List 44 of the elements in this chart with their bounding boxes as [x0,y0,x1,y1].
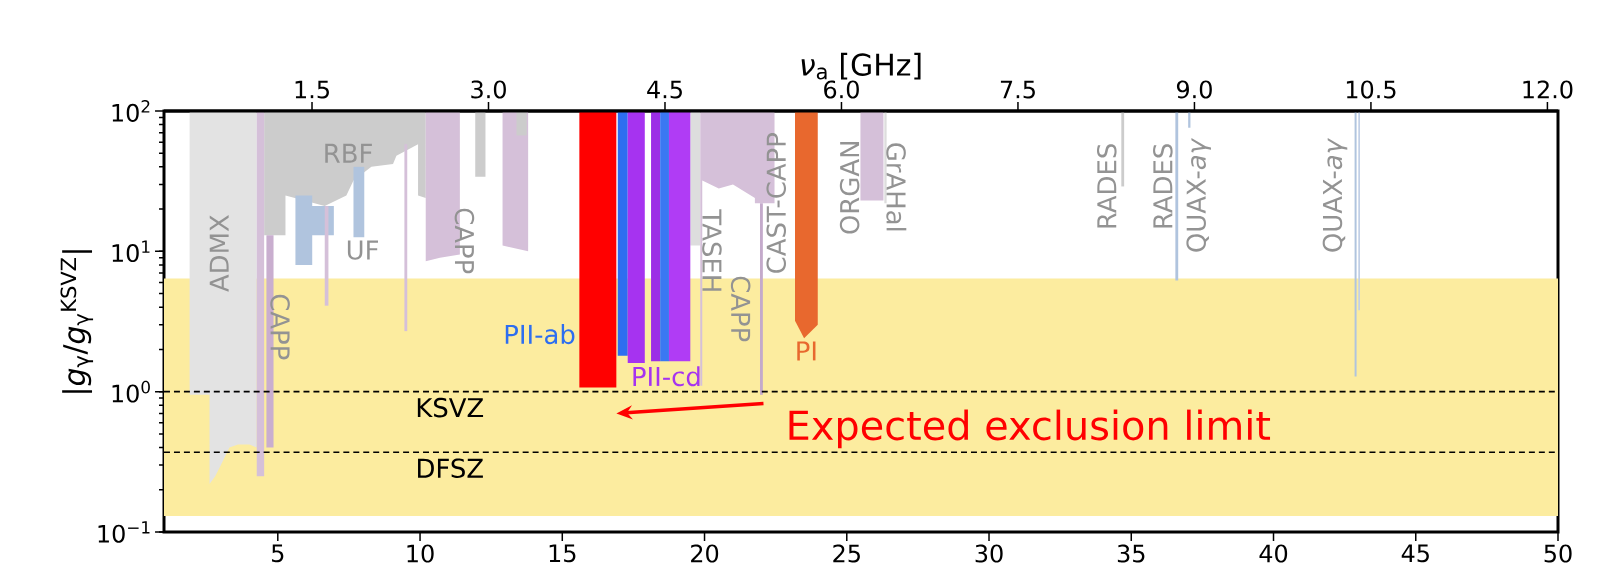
annotation: RADES [1153,144,1173,228]
y-axis-title: |g$_{γ}$/g$_{γ}$$^{KSVZ}$| [60,250,94,393]
x2-axis-title: ν$_{a}$ [GHz] [801,52,921,80]
annotation: TASEH [702,209,722,291]
x2-tick-label: 6.0 [824,80,859,99]
x-tick-label: 5 [272,544,284,563]
annotation: GrAHal [886,143,907,231]
annotation: CAPP [454,208,475,274]
annotation: ORGAN [839,142,860,234]
x-tick-label: 15 [549,544,576,563]
x2-tick-label: 4.5 [647,80,682,99]
annotation: CAPP [270,294,290,360]
x-tick-label: 35 [1117,544,1145,563]
annotation: QUAX-aγ [1186,137,1211,252]
y-tick-label: 10$^{1}$ [112,240,150,263]
ref-line-label: KSVZ [417,397,484,418]
x2-tick-label: 7.5 [1000,80,1035,99]
y-tick-label: 10$^{2}$ [112,100,150,122]
legend-label: PI [797,341,816,361]
legend-label: PII-ab [505,324,575,345]
ref-line-label: DFSZ [418,458,483,479]
annotation: ADMX [209,215,229,292]
annotation: RBF [325,143,372,163]
annotation: CAPP [730,276,751,342]
annotation: Expected exclusion limit [789,409,1271,449]
annotation: CAST-CAPP [766,133,787,273]
x-tick-label: 25 [833,544,860,563]
y-tick-label: 10$^{−1}$ [98,521,150,543]
x2-tick-label: 3.0 [471,80,506,99]
x-tick-label: 45 [1401,544,1429,563]
x2-tick-label: 9.0 [1176,80,1212,99]
legend-label: PII-cd [633,366,700,387]
annotation: UF [347,240,378,260]
annotation: QUAX-aγ [1322,137,1348,252]
x-tick-label: 30 [975,544,1003,563]
x2-tick-label: 12.0 [1523,80,1573,99]
y-tick-label: 10$^{0}$ [112,380,150,403]
x-tick-label: 10 [407,544,434,563]
x2-tick-label: 1.5 [295,80,329,99]
x-tick-label: 20 [691,544,719,563]
x-tick-label: 50 [1544,544,1572,563]
x-tick-label: 40 [1259,544,1288,563]
x2-tick-label: 10.5 [1346,80,1396,99]
annotation: RADES [1097,144,1117,228]
